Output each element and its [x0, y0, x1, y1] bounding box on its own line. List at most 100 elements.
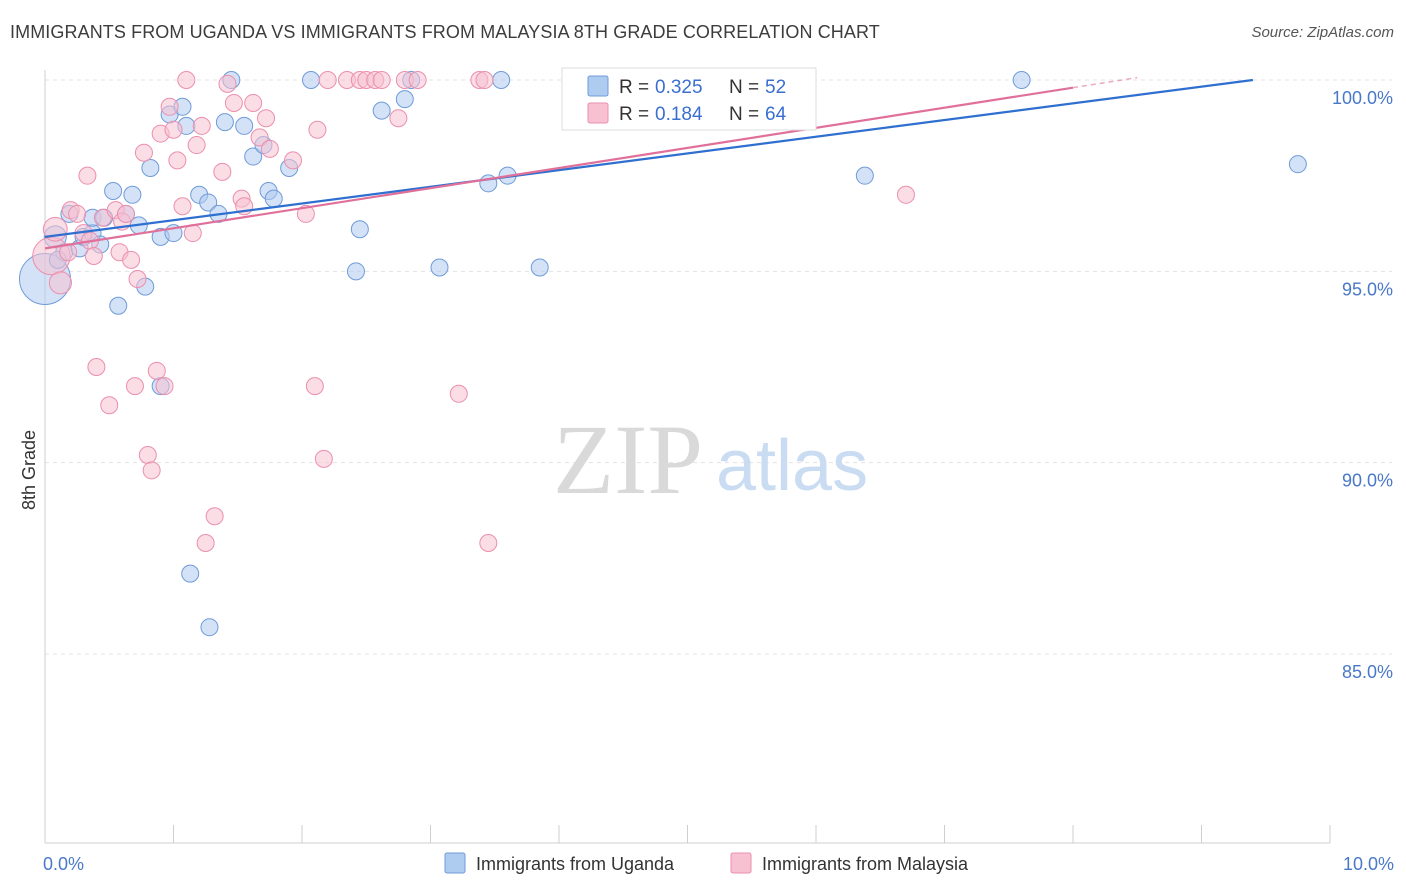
point-malaysia: [218, 74, 237, 93]
point-uganda: [123, 185, 142, 204]
bottom-legend: Immigrants from Uganda Immigrants from M…: [444, 852, 969, 874]
y-tick-label: 90.0%: [1342, 471, 1393, 491]
point-uganda: [141, 159, 160, 178]
point-malaysia: [168, 151, 187, 170]
point-malaysia: [142, 461, 161, 480]
point-uganda: [104, 181, 123, 200]
point-malaysia: [100, 396, 119, 415]
point-malaysia: [187, 136, 206, 155]
x-tick-label: 10.0%: [1343, 854, 1394, 874]
point-uganda: [430, 258, 449, 277]
point-malaysia: [305, 377, 324, 396]
point-malaysia: [250, 128, 269, 147]
legend-swatch-uganda: [587, 75, 609, 97]
point-malaysia: [308, 120, 327, 139]
point-malaysia: [205, 507, 224, 526]
point-uganda: [215, 113, 234, 132]
watermark: ZIP atlas: [553, 404, 868, 515]
y-tick-label: 85.0%: [1342, 662, 1393, 682]
point-malaysia: [84, 247, 103, 266]
legend-n-value-malaysia: 64: [765, 104, 787, 125]
trend-layer: [44, 76, 1254, 250]
point-malaysia: [372, 71, 391, 89]
point-uganda: [530, 258, 549, 277]
point-malaysia: [134, 143, 153, 162]
bottom-legend-swatch-malaysia: [730, 852, 752, 874]
legend-r-label-uganda: R =: [619, 77, 649, 98]
y-tick-label: 100.0%: [1332, 88, 1393, 108]
legend-n-value-uganda: 52: [765, 77, 786, 98]
point-malaysia: [122, 250, 141, 269]
grid-layer: [45, 79, 1392, 655]
point-malaysia: [296, 204, 315, 223]
point-malaysia: [475, 71, 494, 89]
legend-r-value-malaysia: 0.184: [655, 104, 703, 125]
point-malaysia: [257, 109, 276, 128]
point-malaysia: [260, 139, 279, 158]
legend-r-value-uganda: 0.325: [655, 77, 703, 98]
point-malaysia: [318, 71, 337, 89]
point-malaysia: [224, 93, 243, 112]
point-malaysia: [196, 534, 215, 553]
point-uganda: [235, 116, 254, 135]
point-uganda: [181, 564, 200, 583]
trendline-uganda: [44, 78, 1254, 238]
bottom-legend-label-uganda: Immigrants from Uganda: [476, 854, 675, 874]
point-uganda: [301, 71, 320, 89]
point-malaysia: [896, 185, 915, 204]
watermark-atlas: atlas: [716, 426, 868, 506]
x-tick-label: 0.0%: [43, 854, 84, 874]
point-uganda: [109, 296, 128, 315]
chart-title: IMMIGRANTS FROM UGANDA VS IMMIGRANTS FRO…: [10, 22, 880, 42]
legend-box: R = 0.325 N = 52 R = 0.184 N = 64: [561, 67, 817, 131]
legend-n-label-malaysia: N =: [729, 104, 759, 125]
point-malaysia: [173, 197, 192, 216]
point-uganda: [346, 262, 365, 281]
bottom-legend-label-malaysia: Immigrants from Malaysia: [762, 854, 969, 874]
point-malaysia: [408, 71, 427, 89]
legend-n-label-uganda: N =: [729, 77, 759, 98]
point-uganda: [199, 193, 218, 212]
point-malaysia: [192, 116, 211, 135]
point-malaysia: [116, 204, 135, 223]
point-malaysia: [213, 162, 232, 181]
point-malaysia: [68, 204, 87, 223]
point-uganda: [244, 147, 263, 166]
point-malaysia: [479, 534, 498, 553]
bottom-legend-swatch-uganda: [444, 852, 466, 874]
point-uganda: [350, 220, 369, 239]
point-uganda: [1012, 71, 1031, 89]
point-malaysia: [128, 269, 147, 288]
point-uganda: [395, 90, 414, 109]
point-malaysia: [389, 109, 408, 128]
point-uganda: [855, 166, 874, 185]
point-malaysia: [48, 271, 72, 295]
point-uganda: [372, 101, 391, 120]
watermark-zip: ZIP: [553, 404, 703, 515]
point-malaysia: [449, 384, 468, 403]
point-malaysia: [160, 97, 179, 116]
point-uganda: [264, 189, 283, 208]
point-malaysia: [147, 361, 166, 380]
y-axis-label: 8th Grade: [19, 430, 39, 510]
point-malaysia: [87, 358, 106, 376]
point-malaysia: [164, 120, 183, 139]
point-malaysia: [284, 151, 303, 170]
point-uganda: [492, 71, 511, 89]
point-malaysia: [78, 166, 97, 185]
trendline-extension-malaysia: [1072, 76, 1138, 89]
point-uganda: [1288, 155, 1307, 174]
points-layer: [19, 71, 1307, 637]
point-uganda: [200, 618, 219, 637]
point-malaysia: [138, 446, 157, 465]
point-malaysia: [177, 71, 196, 89]
point-malaysia: [314, 449, 333, 468]
legend-r-label-malaysia: R =: [619, 104, 649, 125]
point-malaysia: [125, 377, 144, 396]
point-malaysia: [155, 377, 174, 396]
legend-swatch-malaysia: [587, 102, 609, 124]
y-tick-label: 95.0%: [1342, 279, 1393, 299]
chart-source: Source: ZipAtlas.com: [1251, 24, 1394, 41]
axes-layer: 100.0% 95.0% 90.0% 85.0% 0.0% 10.0%: [43, 70, 1394, 874]
